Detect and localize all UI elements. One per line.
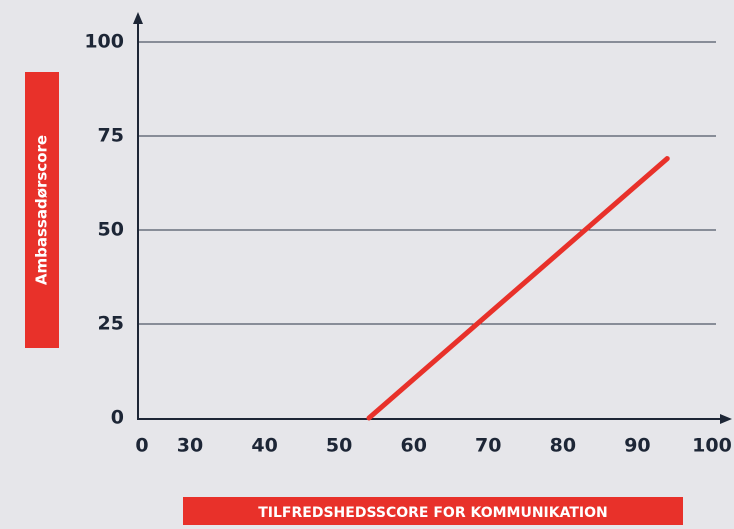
x-arrow — [720, 414, 732, 424]
x-tick-label: 100 — [692, 435, 732, 457]
y-tick-label: 100 — [84, 31, 124, 53]
y-arrow — [133, 12, 143, 24]
x-axis-label: TILFREDSHEDSSCORE FOR KOMMUNIKATION — [258, 505, 608, 521]
y-label-box — [25, 72, 59, 348]
y-tick-label: 75 — [98, 125, 124, 147]
x-tick-label: 50 — [326, 435, 352, 457]
y-tick-label: 25 — [98, 313, 124, 335]
x-tick-label: 60 — [400, 435, 426, 457]
data-line — [366, 156, 670, 421]
grid — [138, 41, 716, 325]
y-tick-label: 0 — [111, 407, 124, 429]
x-label-box — [183, 497, 683, 525]
x-tick-label: 40 — [251, 435, 277, 457]
y-tick-label: 50 — [98, 219, 124, 241]
x-tick-label: 70 — [475, 435, 501, 457]
y-axis-label: Ambassadørscore — [33, 135, 51, 285]
x-tick-label: 30 — [177, 435, 203, 457]
x-tick-label: 0 — [135, 435, 148, 457]
x-tick-label: 80 — [550, 435, 576, 457]
x-tick-label: 90 — [624, 435, 650, 457]
